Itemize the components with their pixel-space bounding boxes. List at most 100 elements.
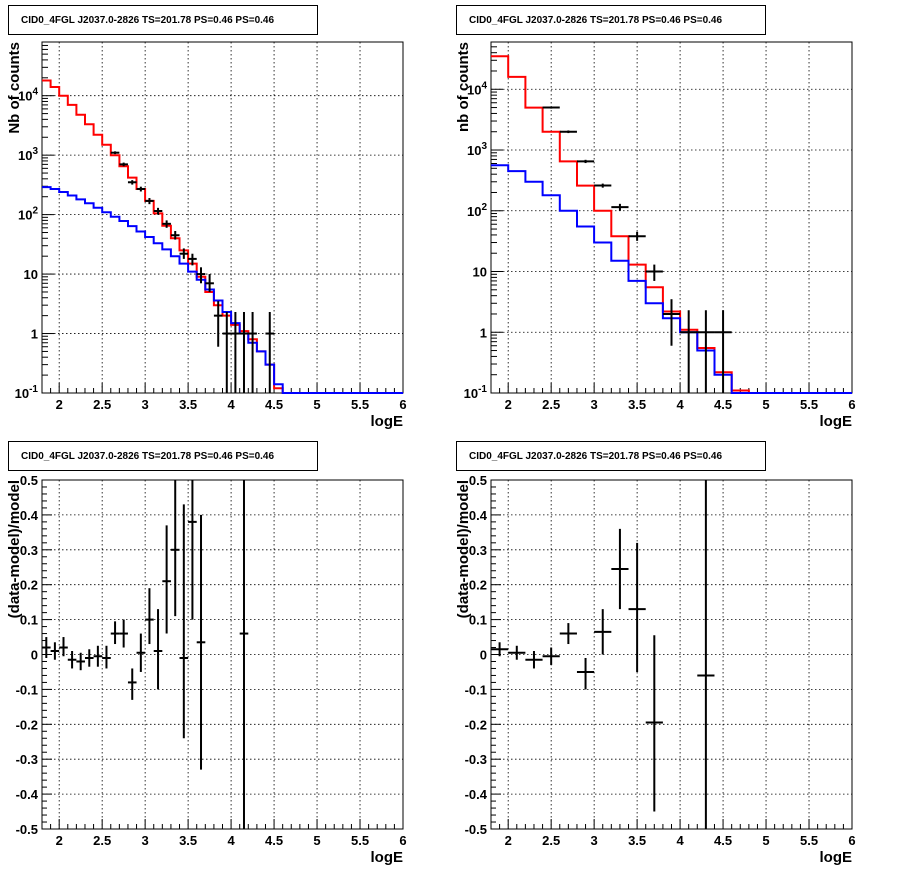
y-tick-label-2: 10	[473, 265, 487, 280]
y-tick-label-7: 0.2	[20, 578, 38, 593]
x-tick-label-4: 4	[227, 397, 235, 412]
data-point	[680, 310, 698, 393]
x-tick-label-4: 4	[227, 833, 235, 848]
y-tick-label-6: 0.1	[20, 613, 38, 628]
chart-title-0: CID0_4FGL J2037.0-2826 TS=201.78 PS=0.46…	[8, 5, 318, 35]
y-axis-label: (data-model)/model	[455, 480, 472, 618]
plot-frame	[41, 41, 404, 394]
y-axis-label: (data-model)/model	[6, 480, 23, 618]
data-point	[162, 525, 171, 634]
y-tick-label-2: -0.3	[16, 752, 38, 767]
data-point	[119, 619, 128, 648]
data-point	[153, 609, 163, 690]
data-point	[84, 649, 94, 667]
data-point	[110, 621, 120, 645]
data-point	[196, 514, 206, 770]
x-tick-label-6: 5	[762, 397, 769, 412]
chart-title-2: CID0_4FGL J2037.0-2826 TS=201.78 PS=0.46…	[8, 441, 318, 471]
x-tick-label-6: 5	[313, 397, 320, 412]
x-tick-label-3: 3.5	[628, 833, 646, 848]
x-tick-label-2: 3	[591, 833, 598, 848]
x-tick-label-3: 3.5	[179, 833, 197, 848]
data-point	[559, 623, 577, 645]
y-tick-label-3: 102	[467, 202, 487, 219]
y-tick-label-0: -0.5	[465, 822, 487, 837]
y-tick-label-8: 0.3	[469, 543, 487, 558]
chart-title-1: CID0_4FGL J2037.0-2826 TS=201.78 PS=0.46…	[456, 5, 766, 35]
data-point	[697, 480, 715, 829]
data-point	[611, 528, 629, 610]
x-tick-label-4: 4	[676, 397, 684, 412]
y-tick-label-0: -0.5	[16, 822, 38, 837]
x-tick-label-8: 6	[848, 833, 855, 848]
data-point	[59, 637, 68, 657]
x-tick-label-2: 3	[142, 833, 149, 848]
data-point	[179, 504, 189, 739]
x-tick-label-7: 5.5	[351, 833, 369, 848]
x-tick-label-1: 2.5	[542, 397, 560, 412]
x-axis-label: logE	[371, 413, 404, 430]
data-point	[153, 207, 163, 215]
x-tick-label-3: 3.5	[628, 397, 646, 412]
data-point	[239, 312, 249, 393]
y-tick-label-4: -0.1	[16, 682, 38, 697]
data-point	[145, 198, 154, 205]
data-point	[136, 186, 146, 192]
y-tick-label-3: -0.2	[16, 717, 38, 732]
y-tick-label-1: 1	[31, 327, 38, 342]
y-tick-label-1: 1	[480, 325, 487, 340]
y-tick-label-2: -0.3	[465, 752, 487, 767]
y-tick-label-3: -0.2	[465, 717, 487, 732]
data-point	[542, 647, 560, 665]
series-line-1	[491, 164, 852, 394]
data-point	[67, 651, 77, 669]
data-point	[76, 652, 85, 671]
data-point	[127, 180, 137, 185]
y-tick-label-9: 0.4	[20, 508, 39, 523]
data-point	[542, 106, 560, 109]
y-tick-label-4: -0.1	[465, 682, 487, 697]
y-tick-label-5: 104	[18, 87, 38, 104]
x-tick-label-1: 2.5	[93, 833, 111, 848]
data-point	[576, 159, 595, 164]
y-axis-label: Nb of counts	[6, 42, 23, 134]
y-tick-label-4: 103	[467, 141, 487, 158]
data-point	[594, 183, 612, 188]
data-point	[508, 645, 526, 660]
data-point	[714, 310, 732, 393]
x-tick-label-0: 2	[505, 397, 512, 412]
data-point	[162, 220, 171, 228]
x-axis-label: logE	[371, 849, 404, 866]
y-tick-label-10: 0.5	[20, 473, 38, 488]
chart-1: 2 2.5 3 3.5 4 4.5 5 5.5 6 10-1 1 10 102 103 104 logE nb …	[455, 41, 856, 430]
data-point	[222, 312, 232, 393]
data-point	[491, 642, 509, 657]
data-point	[248, 312, 257, 393]
data-point	[93, 645, 103, 667]
data-point	[119, 162, 128, 167]
data-point	[170, 480, 180, 617]
chart-title-3: CID0_4FGL J2037.0-2826 TS=201.78 PS=0.46…	[456, 441, 766, 471]
y-tick-label-7: 0.2	[469, 578, 487, 593]
data-point	[50, 642, 60, 660]
chart-0: 2 2.5 3 3.5 4 4.5 5 5.5 6 10-1 1 10 102 103 104 logE Nb …	[6, 41, 407, 430]
y-tick-label-5: 0	[31, 648, 38, 663]
data-point	[188, 480, 197, 620]
x-tick-label-5: 4.5	[265, 833, 283, 848]
x-tick-label-5: 4.5	[714, 397, 732, 412]
data-point	[611, 203, 629, 211]
x-tick-label-5: 4.5	[714, 833, 732, 848]
data-point	[170, 231, 180, 240]
x-tick-label-8: 6	[848, 397, 855, 412]
y-tick-label-0: 10-1	[464, 384, 488, 401]
x-axis-label: logE	[820, 413, 853, 430]
series-line-0	[42, 79, 403, 394]
y-tick-label-2: 10	[24, 267, 38, 282]
y-tick-label-1: -0.4	[465, 787, 488, 802]
data-point	[231, 312, 240, 393]
x-tick-label-7: 5.5	[351, 397, 369, 412]
y-tick-label-8: 0.3	[20, 543, 38, 558]
data-point	[42, 637, 51, 658]
x-tick-label-8: 6	[399, 833, 406, 848]
